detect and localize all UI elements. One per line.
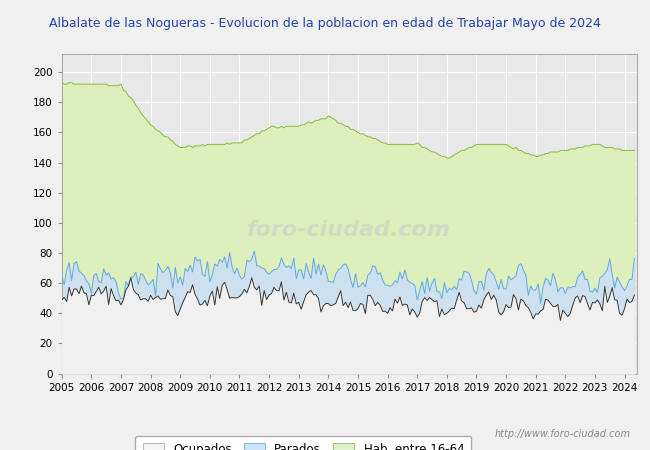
Text: Albalate de las Nogueras - Evolucion de la poblacion en edad de Trabajar Mayo de: Albalate de las Nogueras - Evolucion de … [49,17,601,30]
Text: http://www.foro-ciudad.com: http://www.foro-ciudad.com [495,429,630,439]
Legend: Ocupados, Parados, Hab. entre 16-64: Ocupados, Parados, Hab. entre 16-64 [135,436,471,450]
Text: foro-ciudad.com: foro-ciudad.com [248,220,451,240]
